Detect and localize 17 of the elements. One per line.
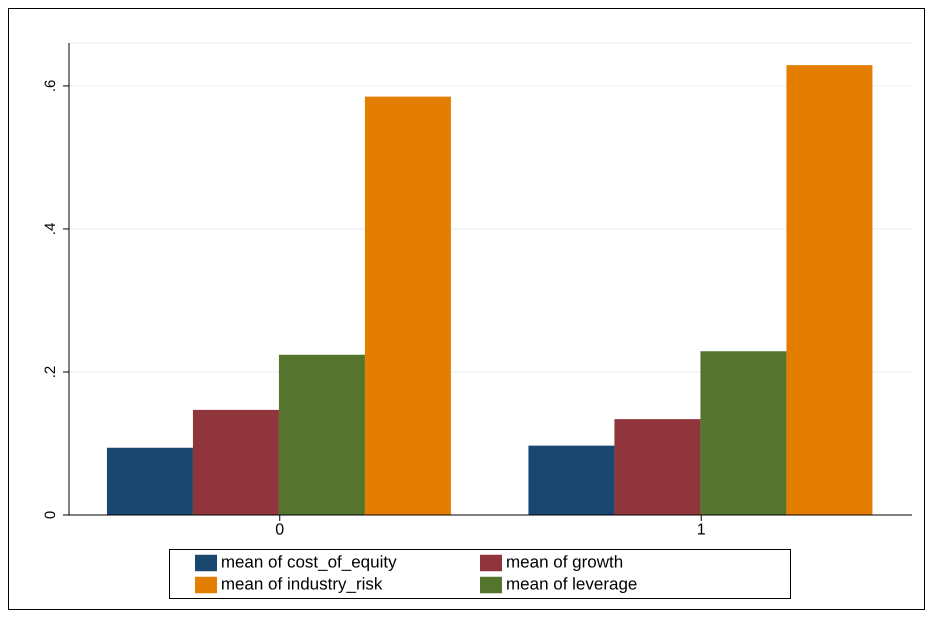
bar: [614, 419, 700, 515]
bar: [786, 65, 872, 515]
y-tick-label: .2: [42, 366, 59, 378]
legend-label: mean of growth: [506, 552, 624, 572]
legend-label: mean of leverage: [506, 574, 638, 594]
y-tick-label: .4: [42, 222, 59, 236]
y-tick-label: .6: [42, 80, 59, 92]
y-tick-label: 0: [42, 510, 59, 520]
bar: [364, 96, 451, 515]
bar: [700, 351, 786, 515]
bar: [106, 448, 193, 515]
bar: [528, 446, 614, 515]
bar: [278, 354, 365, 515]
x-tick-label: 1: [696, 521, 706, 538]
bar: [192, 410, 279, 515]
legend-label: mean of industry_risk: [220, 574, 382, 594]
legend-label: mean of cost_of_equity: [220, 552, 397, 572]
